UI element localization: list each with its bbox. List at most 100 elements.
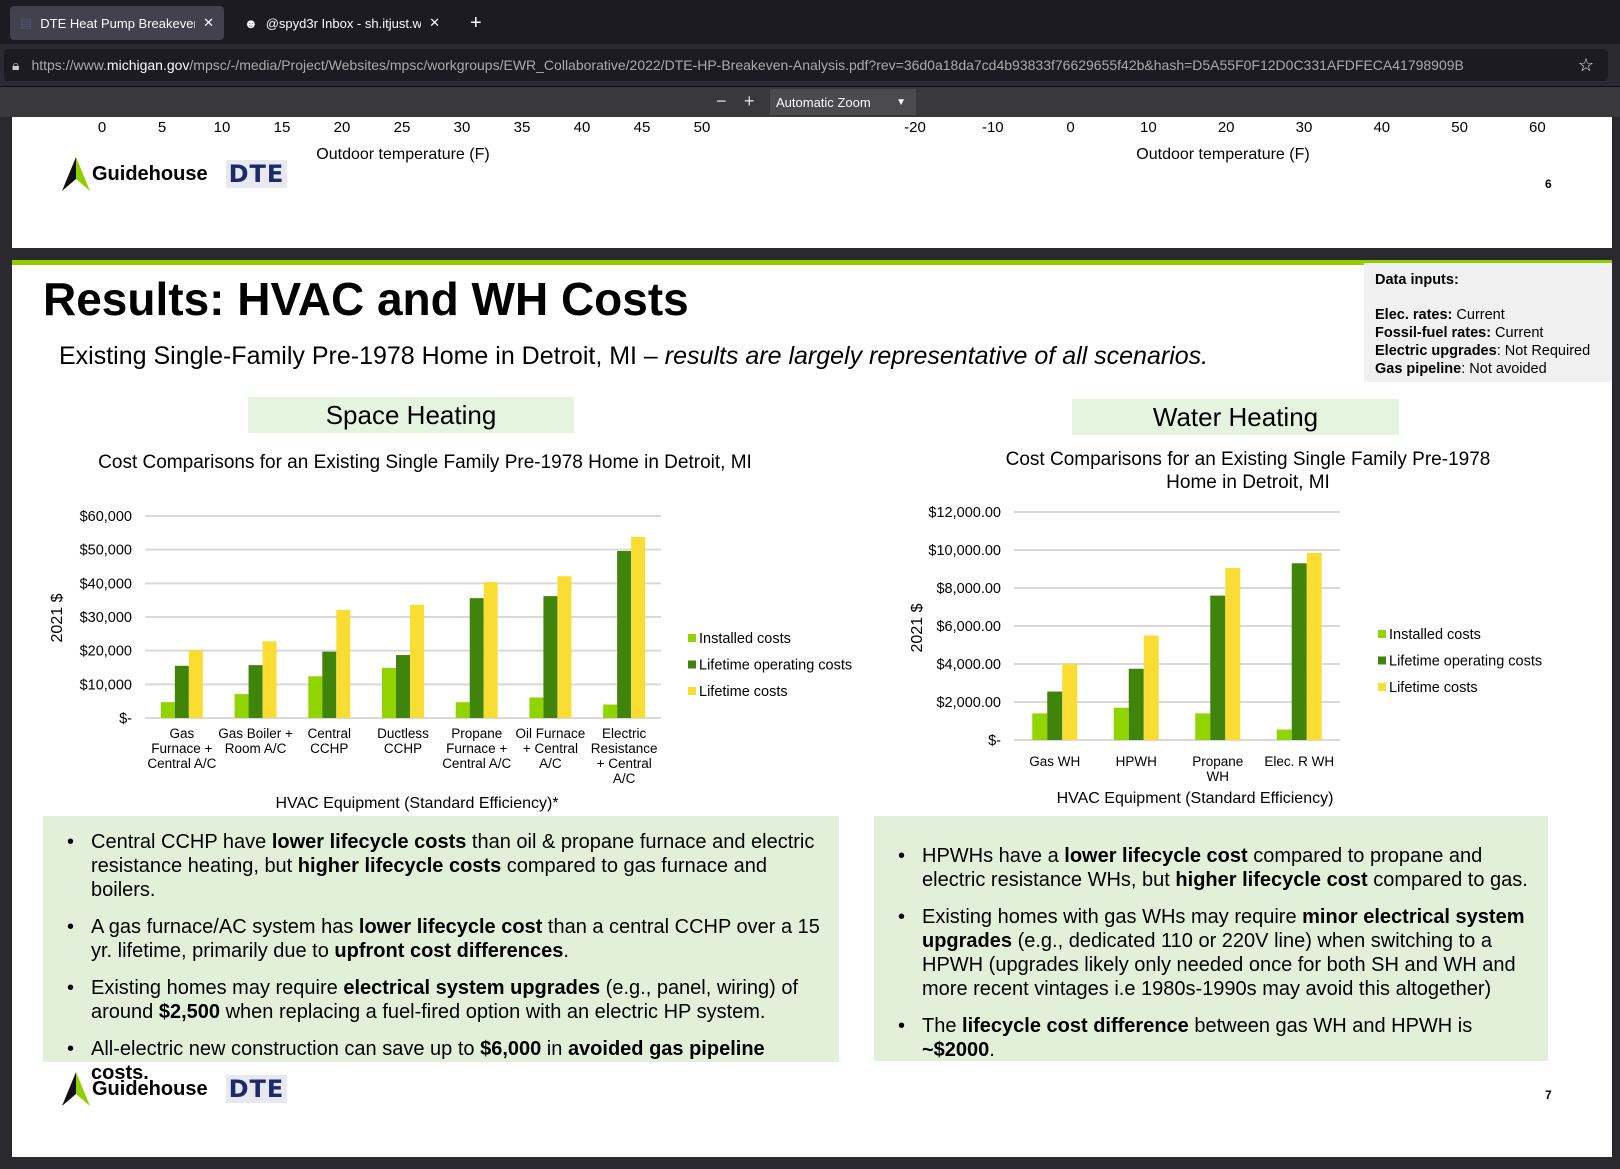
- bar-lifetime-costs: [1225, 568, 1241, 740]
- water-heating-heading: Water Heating: [1072, 399, 1399, 435]
- y-tick-label: $40,000: [80, 576, 132, 592]
- bullet-bold-text: lower lifecycle cost: [358, 916, 543, 938]
- guidehouse-mark-icon: [62, 1072, 90, 1106]
- x-tick-label: 25: [393, 119, 411, 136]
- bar-lifetime-costs: [1062, 664, 1078, 740]
- bar-lifetime-costs: [1306, 552, 1322, 740]
- bullet-text: .: [563, 940, 569, 962]
- x-tick-label: -20: [904, 119, 926, 136]
- slide-title: Results: HVAC and WH Costs: [43, 273, 689, 325]
- pdf-page-6: 0 5 10 15 20 25 30 35 40 45 50 -20 -10 0 10 20 30 40 50 60…: [12, 117, 1612, 248]
- x-tick-label: 30: [453, 119, 471, 136]
- y-tick-label: $60,000: [80, 509, 132, 525]
- bar-installed-costs: [529, 697, 544, 718]
- y-axis-title: 2021 $: [49, 593, 66, 642]
- bullet-item: HPWHs have a lower lifecycle cost compar…: [888, 844, 1534, 892]
- x-category-label: + Central: [523, 741, 578, 756]
- x-category-label: CCHP: [310, 741, 348, 756]
- data-input-value: Current: [1452, 307, 1505, 323]
- lemmy-icon: ☻: [244, 15, 258, 31]
- x-category-label: CCHP: [384, 741, 422, 756]
- x-category-label: Ductless: [377, 726, 429, 741]
- tab-label: DTE Heat Pump Breakeven: [40, 15, 196, 31]
- x-tick-label: 40: [1373, 119, 1391, 136]
- green-header-rule: [12, 260, 1612, 265]
- tab-dte-pdf[interactable]: ▤ DTE Heat Pump Breakeven ✕: [10, 6, 224, 40]
- bar-lifetime-operating-costs: [174, 665, 189, 718]
- x-tick-label: 0: [97, 119, 107, 136]
- close-tab-icon[interactable]: ✕: [429, 15, 440, 30]
- legend-label: Lifetime costs: [699, 684, 788, 700]
- bar-lifetime-operating-costs: [617, 551, 632, 718]
- x-tick-label: 35: [513, 119, 531, 136]
- guidehouse-logo: Guidehouse: [62, 1072, 208, 1106]
- space-heating-heading: Space Heating: [248, 397, 574, 433]
- slide-subtitle: Existing Single-Family Pre-1978 Home in …: [59, 342, 1208, 371]
- x-tick-label: -10: [981, 119, 1004, 136]
- x-tick-label: 50: [693, 119, 711, 136]
- bar-installed-costs: [455, 702, 470, 718]
- bar-installed-costs: [1113, 707, 1129, 740]
- tab-inbox[interactable]: ☻ @spyd3r Inbox - sh.itjust.w ✕: [234, 6, 450, 40]
- bullet-bold-text: lifecycle cost difference: [962, 1015, 1189, 1037]
- x-tick-label: 10: [1140, 119, 1157, 136]
- data-input-value: : Not avoided: [1461, 361, 1547, 377]
- y-axis-title: 2021 $: [909, 603, 926, 652]
- y-tick-label: $10,000: [80, 677, 132, 693]
- url-prefix: https://www.: [31, 57, 107, 73]
- bar-lifetime-operating-costs: [248, 665, 263, 718]
- bar-lifetime-costs: [631, 536, 646, 718]
- dte-logo: DTE: [225, 1075, 288, 1103]
- zoom-in-button[interactable]: +: [744, 91, 755, 111]
- bar-installed-costs: [1032, 713, 1048, 740]
- bullet-text: between gas WH and HPWH is: [1188, 1015, 1473, 1037]
- bullet-item: The lifecycle cost difference between ga…: [888, 1014, 1534, 1062]
- y-tick-label: $2,000.00: [936, 695, 1001, 711]
- bar-lifetime-costs: [483, 581, 498, 718]
- legend-label: Installed costs: [699, 631, 791, 647]
- y-tick-label: $-: [119, 711, 132, 727]
- bookmark-star-icon[interactable]: ☆: [1577, 54, 1594, 75]
- guidehouse-text: Guidehouse: [92, 1077, 208, 1100]
- x-category-label: Gas WH: [1029, 754, 1080, 769]
- bullet-bold-text: higher lifecycle cost: [1175, 869, 1368, 891]
- bullet-text: compared to gas.: [1367, 869, 1528, 891]
- zoom-out-button[interactable]: −: [716, 91, 727, 111]
- url-input[interactable]: 🔒︎ https://www. michigan.gov/mpsc/-/media/…: [4, 49, 1608, 81]
- page-number: 7: [1545, 1088, 1552, 1102]
- bar-installed-costs: [160, 702, 175, 718]
- dte-logo: DTE: [225, 160, 288, 188]
- guidehouse-text: Guidehouse: [92, 162, 208, 185]
- bar-lifetime-costs: [1143, 635, 1159, 740]
- x-category-label: Resistance: [591, 741, 658, 756]
- bullet-text: A gas furnace/AC system has: [91, 916, 359, 938]
- x-category-label: Gas: [169, 726, 194, 741]
- bar-installed-costs: [1276, 729, 1292, 740]
- page-number: 6: [1545, 177, 1552, 191]
- x-tick-label: 15: [273, 119, 291, 136]
- legend-swatch: [688, 687, 696, 695]
- logo-row: Guidehouse DTE: [62, 1072, 288, 1106]
- bullet-item: All-electric new construction can save u…: [57, 1037, 825, 1085]
- bar-lifetime-operating-costs: [1291, 563, 1307, 740]
- zoom-select[interactable]: Automatic Zoom ▼: [770, 89, 916, 115]
- y-tick-label: $10,000.00: [928, 543, 1001, 559]
- x-category-label: Furnace +: [446, 741, 507, 756]
- x-category-label: Room A/C: [225, 741, 287, 756]
- space-chart-title: Cost Comparisons for an Existing Single …: [98, 452, 752, 473]
- bullet-text: Existing homes with gas WHs may require: [922, 906, 1303, 928]
- url-path: /mpsc/-/media/Project/Websites/mpsc/work…: [189, 57, 1464, 73]
- x-tick-label: 45: [633, 119, 651, 136]
- bullet-text: .: [989, 1039, 995, 1061]
- y-tick-label: $4,000.00: [936, 657, 1001, 673]
- bar-lifetime-costs: [336, 609, 351, 718]
- bullet-bold-text: ~$2000: [922, 1039, 990, 1061]
- bullet-bold-text: minor electrical system upgrades: [922, 906, 1525, 952]
- x-tick-label: 60: [1529, 119, 1546, 136]
- x-axis-title: HVAC Equipment (Standard Efficiency): [1057, 790, 1334, 807]
- water-heating-chart: $- $2,000.00 $4,000.00 $6,000.00 $8,000.00 $1…: [909, 505, 1542, 807]
- new-tab-button[interactable]: +: [470, 11, 482, 34]
- bar-lifetime-costs: [188, 649, 203, 718]
- close-tab-icon[interactable]: ✕: [203, 15, 214, 30]
- legend-label: Installed costs: [1389, 627, 1481, 643]
